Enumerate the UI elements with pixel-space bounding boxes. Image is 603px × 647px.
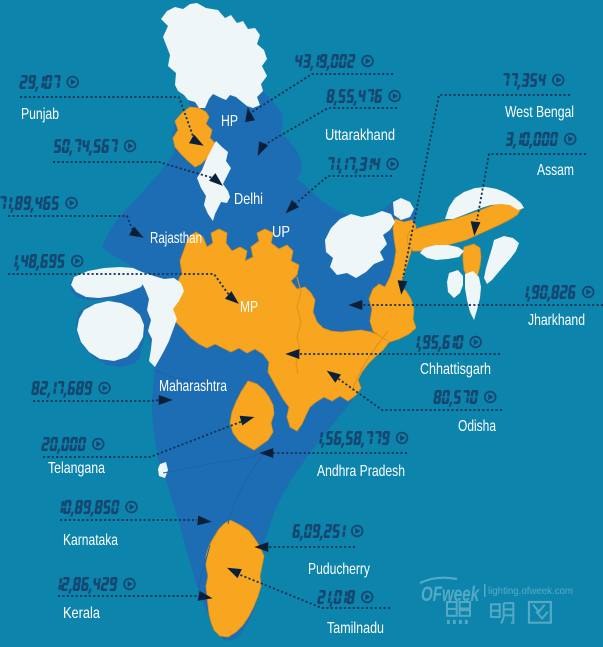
svg-text:MP: MP bbox=[240, 299, 258, 316]
svg-text:Chhattisgarh: Chhattisgarh bbox=[420, 361, 491, 378]
svg-text:Tamilnadu: Tamilnadu bbox=[327, 620, 384, 637]
svg-text:UP: UP bbox=[272, 224, 290, 241]
svg-text:Kerala: Kerala bbox=[63, 605, 100, 622]
svg-text:lighting.ofweek.com: lighting.ofweek.com bbox=[488, 585, 573, 597]
svg-text:Puducherry: Puducherry bbox=[308, 561, 370, 578]
svg-text:Assam: Assam bbox=[537, 162, 574, 179]
svg-text:West Bengal: West Bengal bbox=[505, 104, 574, 121]
svg-text:Andhra Pradesh: Andhra Pradesh bbox=[317, 463, 405, 480]
svg-text:HP: HP bbox=[221, 113, 238, 130]
svg-text:Jharkhand: Jharkhand bbox=[528, 312, 585, 329]
svg-text:Rajasthan: Rajasthan bbox=[150, 230, 202, 247]
svg-text:Telangana: Telangana bbox=[48, 460, 105, 477]
svg-text:Maharashtra: Maharashtra bbox=[159, 378, 227, 395]
svg-text:Karnataka: Karnataka bbox=[63, 532, 118, 549]
svg-text:Delhi: Delhi bbox=[234, 191, 263, 208]
svg-text:Odisha: Odisha bbox=[458, 418, 496, 435]
svg-text:Punjab: Punjab bbox=[21, 106, 59, 123]
svg-text:OFweek: OFweek bbox=[421, 583, 480, 606]
svg-text:Uttarakhand: Uttarakhand bbox=[325, 127, 395, 144]
